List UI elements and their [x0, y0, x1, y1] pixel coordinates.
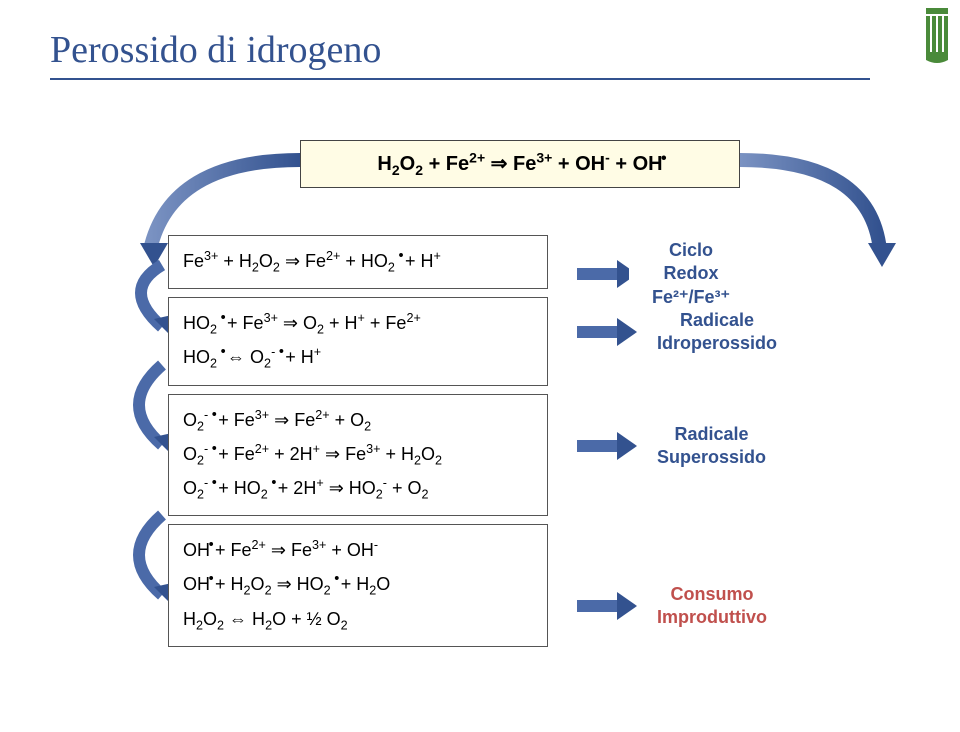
eq-line: Fe3+ + H2O2 ⇒ Fe2+ + HO2 + H+ — [183, 244, 533, 278]
title-underline — [50, 78, 870, 80]
eq-line: OH + Fe2+ ⇒ Fe3+ + OH- — [183, 533, 533, 567]
label-row-3: RadicaleSuperossido — [575, 423, 766, 470]
label-row-4: ConsumoImproduttivo — [575, 583, 767, 630]
page-title: Perossido di idrogeno — [50, 28, 960, 72]
label-text: ConsumoImproduttivo — [657, 583, 767, 630]
logo-icon — [920, 6, 952, 66]
eq-line: O2- + Fe2+ + 2H+ ⇒ Fe3+ + H2O2 — [183, 437, 533, 471]
label-row-2: RadicaleIdroperossido — [575, 309, 777, 356]
label-text: RadicaleIdroperossido — [657, 309, 777, 356]
eq-group-3: O2- + Fe3+ ⇒ Fe2+ + O2 O2- + Fe2+ + 2H+ … — [168, 394, 548, 517]
eq-group-2: HO2 + Fe3+ ⇒ O2 + H+ + Fe2+ HO2 ⇔ O2- + … — [168, 297, 548, 385]
label-text: RadicaleSuperossido — [657, 423, 766, 470]
label-row-1: Ciclo RedoxFe²⁺/Fe³⁺ — [575, 239, 735, 309]
label-text: Ciclo RedoxFe²⁺/Fe³⁺ — [647, 239, 735, 309]
eq-line: OH + H2O2 ⇒ HO2 + H2O — [183, 567, 533, 601]
arrow-icon — [575, 428, 639, 464]
eq-group-4: OH + Fe2+ ⇒ Fe3+ + OH- OH + H2O2 ⇒ HO2 +… — [168, 524, 548, 647]
eq-line: O2- + Fe3+ ⇒ Fe2+ + O2 — [183, 403, 533, 437]
arrow-icon — [575, 314, 639, 350]
eq-group-1: Fe3+ + H2O2 ⇒ Fe2+ + HO2 + H+ — [168, 235, 548, 289]
eq-line: HO2 + Fe3+ ⇒ O2 + H+ + Fe2+ — [183, 306, 533, 340]
eq-line: O2- + HO2 + 2H+ ⇒ HO2- + O2 — [183, 471, 533, 505]
equation-column: Fe3+ + H2O2 ⇒ Fe2+ + HO2 + H+ HO2 + Fe3+… — [168, 235, 548, 647]
eq-line: H2O2 ⇔ H2O + ½ O2 — [183, 602, 533, 636]
arrow-icon — [575, 256, 629, 292]
top-equation-box: H2O2 + Fe2+ ⇒ Fe3+ + OH- + OH — [300, 140, 740, 188]
eq-line: HO2 ⇔ O2- + H+ — [183, 340, 533, 374]
arrow-icon — [575, 588, 639, 624]
top-equation-text: H2O2 + Fe2+ ⇒ Fe3+ + OH- + OH — [377, 145, 662, 183]
